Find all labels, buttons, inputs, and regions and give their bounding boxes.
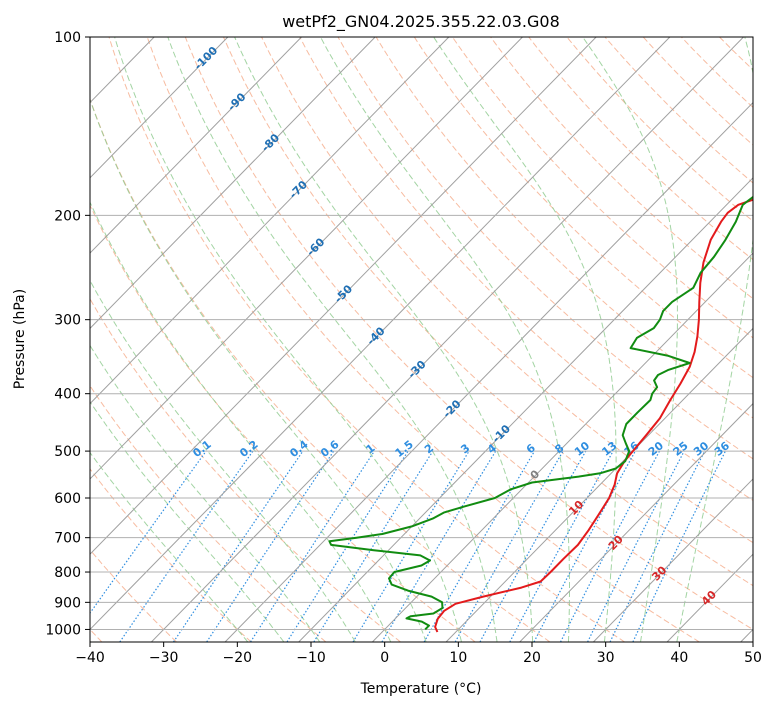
dry-adiabat-line — [451, 37, 753, 339]
isotherm-line — [90, 37, 450, 405]
dry-adiabat-line — [90, 204, 476, 642]
isotherm-line — [90, 37, 229, 179]
plot-frame — [89, 36, 754, 643]
y-tick-label: 400 — [54, 387, 81, 403]
y-tick-label: 200 — [54, 208, 81, 224]
mixing-ratio-line — [286, 450, 409, 642]
isotherm-line — [445, 327, 753, 642]
isotherms — [90, 37, 753, 642]
y-tick-label: 800 — [54, 565, 81, 581]
isotherm-line — [224, 101, 753, 642]
isotherm-line — [593, 478, 753, 642]
mixing-ratio-line — [352, 450, 470, 642]
dry-adiabat-line — [108, 37, 625, 642]
dry-adiabat-line — [299, 37, 753, 501]
dewpoint-profile-line — [328, 195, 753, 631]
x-tick-label: −30 — [149, 650, 179, 666]
plot-clipped-layer: -100-90-80-70-60-50-40-30-20-10010203040… — [90, 37, 753, 642]
temperature-profile-line — [434, 198, 753, 633]
x-tick-label: 50 — [744, 650, 762, 666]
isotherm-line — [90, 37, 523, 480]
y-tick-label: 1000 — [45, 622, 81, 638]
x-tick-label: 20 — [523, 650, 541, 666]
y-tick-label: 700 — [54, 531, 81, 547]
moist-adiabat-line — [676, 37, 753, 642]
moist-adiabat-line — [90, 201, 392, 642]
mixing-ratio-line — [587, 450, 685, 642]
x-tick-label: −40 — [75, 650, 105, 666]
moist-adiabat-line — [90, 279, 356, 642]
pressure-gridlines — [90, 37, 753, 630]
moist-adiabat-line — [320, 37, 570, 642]
moist-adiabat-line — [167, 37, 498, 642]
mixing-ratio-line — [509, 450, 614, 642]
moist-adiabats — [90, 37, 753, 642]
x-tick-label: −10 — [296, 650, 326, 666]
y-axis-title: Pressure (hPa) — [12, 289, 28, 389]
moist-adiabat-line — [582, 37, 678, 642]
x-tick-label: −20 — [223, 650, 253, 666]
mixing-ratio-line — [533, 450, 636, 642]
dry-adiabat-line — [222, 37, 753, 587]
y-axis-ticks: 100 200 300 400 500 600 700 800 900 1000 — [45, 30, 90, 638]
moist-adiabat-line — [90, 451, 249, 642]
dry-adiabat-line — [90, 97, 551, 642]
dry-adiabat-line — [261, 37, 753, 544]
isotherm-line — [372, 252, 753, 642]
mixing-ratio-line — [454, 450, 564, 642]
y-tick-label: 900 — [54, 595, 81, 611]
mixing-ratio-line — [90, 450, 207, 615]
y-tick-label: 600 — [54, 491, 81, 507]
x-tick-label: 40 — [670, 650, 688, 666]
mixing-ratio-line — [172, 450, 304, 642]
x-tick-label: 10 — [449, 650, 467, 666]
mixing-ratio-lines — [90, 450, 726, 642]
isotherm-line — [90, 37, 376, 330]
moist-adiabat-line — [234, 37, 534, 642]
mixing-ratio-line — [632, 450, 726, 642]
y-tick-label: 300 — [54, 313, 81, 329]
moist-adiabat-line — [90, 344, 321, 642]
dry-adiabat-line — [375, 37, 753, 419]
y-tick-label: 100 — [54, 30, 81, 46]
mixing-ratio-line — [381, 450, 497, 642]
dry-adiabat-line — [337, 37, 753, 460]
isotherm-line — [151, 37, 744, 642]
isotherm-line — [90, 37, 302, 254]
moist-adiabat-line — [90, 98, 427, 642]
moist-adiabat-line — [90, 400, 285, 642]
dry-adiabat-line — [146, 37, 700, 642]
mixing-ratio-line — [313, 450, 434, 642]
profile-series — [328, 195, 753, 633]
x-axis-title: Temperature (°C) — [360, 681, 482, 697]
isotherm-line — [90, 37, 597, 555]
y-tick-label: 500 — [54, 444, 81, 460]
chart-title: wetPf2_GN04.2025.355.22.03.G08 — [282, 12, 560, 32]
isotherm-line — [519, 402, 753, 642]
x-axis-ticks: −40 −30 −20 −10 0 10 20 30 40 50 — [75, 642, 762, 666]
mixing-ratio-line — [249, 450, 375, 642]
isotherm-line — [298, 177, 753, 642]
dry-adiabat-line — [90, 297, 401, 642]
dry-adiabats — [90, 37, 753, 642]
mixing-ratio-line — [206, 450, 335, 642]
plot-area — [90, 37, 753, 642]
x-tick-label: 30 — [597, 650, 615, 666]
dry-adiabat-line — [90, 548, 177, 642]
x-tick-label: 0 — [380, 650, 389, 666]
isotherm-line — [90, 37, 671, 631]
mixing-ratio-line — [559, 450, 661, 642]
